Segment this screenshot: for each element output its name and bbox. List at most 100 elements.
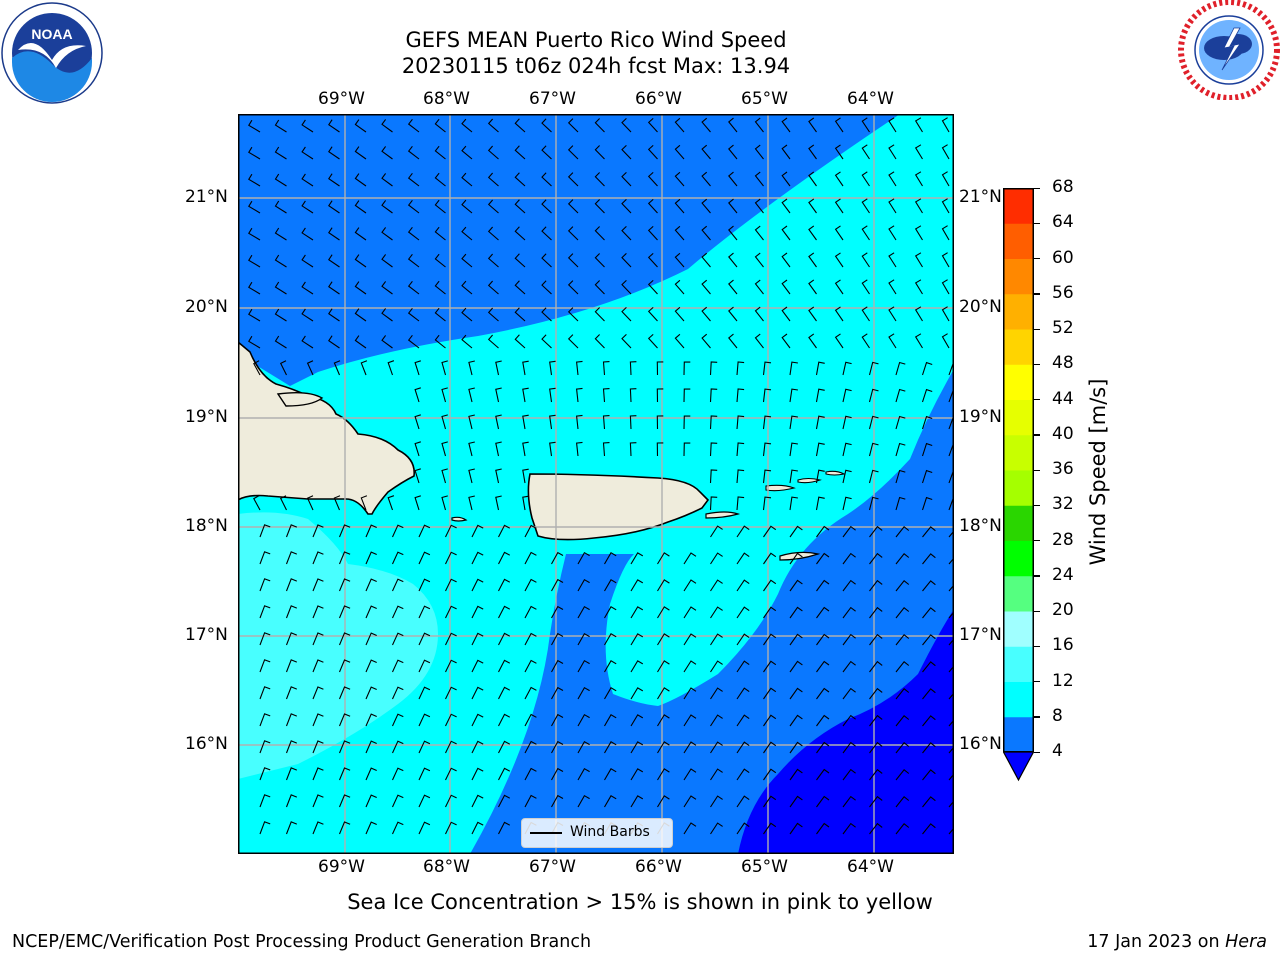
wind-barb (621, 307, 632, 322)
wind-barb (365, 767, 377, 781)
wind-barb (602, 361, 610, 376)
wind-barb (808, 144, 817, 160)
wind-barb (274, 173, 287, 187)
wind-barb (577, 740, 590, 754)
wind-barb (301, 146, 314, 160)
wind-barb (471, 740, 484, 754)
wind-barb (551, 578, 564, 592)
nws-logo (1178, 0, 1280, 100)
wind-barb (604, 741, 617, 754)
wind-barb (922, 634, 936, 646)
wind-barb (461, 226, 473, 241)
wind-barb (391, 713, 404, 727)
wind-barb (948, 719, 954, 727)
wind-barb (524, 713, 537, 727)
wind-barb (842, 795, 856, 808)
wind-barb (842, 633, 856, 646)
wind-barb (407, 226, 420, 241)
colorbar-tick-mark (1034, 681, 1040, 683)
wind-barb (522, 468, 529, 484)
wind-barb (514, 118, 526, 133)
wind-barb (895, 415, 906, 430)
wind-barb (354, 227, 367, 241)
wind-barb (789, 496, 798, 511)
wind-barb (328, 119, 340, 133)
wind-barb (762, 361, 772, 376)
wind-barb (301, 254, 314, 268)
wind-barb (657, 552, 670, 565)
wind-barb (869, 579, 883, 592)
colorbar-tick-label: 48 (1052, 353, 1074, 374)
wind-barb (921, 469, 933, 484)
wind-barb (418, 551, 431, 565)
wind-barb (441, 495, 448, 511)
wind-barb (285, 821, 298, 835)
wind-barb (274, 146, 287, 160)
wind-barb (541, 145, 552, 160)
wind-barb (736, 552, 750, 565)
wind-barb (285, 578, 298, 592)
wind-barb (541, 253, 552, 268)
footer-branch: NCEP/EMC/Verification Post Processing Pr… (12, 932, 592, 952)
colorbar-tick-label: 44 (1052, 388, 1074, 409)
wind-barb (285, 740, 298, 754)
wind-barb (461, 307, 473, 322)
wind-barb (274, 308, 287, 322)
wind-barb (541, 334, 552, 349)
colorbar-band (1003, 293, 1034, 330)
wind-barb (808, 198, 817, 214)
wind-barb (709, 361, 718, 376)
wind-barb (471, 632, 484, 646)
wind-barb (414, 468, 421, 484)
wind-barb (328, 173, 340, 187)
wind-barb (834, 144, 844, 160)
wind-barb (630, 741, 644, 754)
wind-barb (338, 686, 351, 700)
wind-barb (514, 280, 526, 295)
wind-barb (941, 279, 950, 295)
wind-barb (922, 607, 936, 619)
wind-barb (498, 605, 511, 619)
wind-barb (498, 659, 511, 673)
lat-label-left: 16°N (185, 734, 228, 754)
wind-barb (248, 335, 261, 349)
wind-barb (834, 171, 844, 187)
wind-barb (657, 606, 670, 619)
wind-barb (789, 687, 803, 700)
colorbar-tick-label: 52 (1052, 318, 1074, 338)
wind-barb (575, 387, 583, 403)
wind-barb (629, 415, 637, 430)
wind-barb (434, 253, 446, 268)
wind-barb (248, 227, 261, 241)
wind-barb (441, 387, 448, 403)
wind-barb (921, 388, 933, 403)
map-legend: Wind Barbs (521, 818, 673, 848)
wind-barb (441, 441, 448, 457)
wind-barb (407, 118, 420, 133)
wind-barb (834, 252, 844, 268)
wind-barb (301, 335, 314, 349)
wind-barb (391, 767, 404, 781)
wind-barb (816, 768, 830, 781)
wind-barb (815, 361, 825, 376)
wind-barb (914, 198, 923, 214)
wind-barb (868, 442, 879, 457)
wind-barb (914, 306, 923, 322)
wind-barb (365, 740, 377, 754)
wind-barb (842, 741, 856, 754)
lon-label-top: 67°W (529, 89, 576, 109)
wind-barb (868, 361, 879, 376)
wind-barb (754, 306, 764, 322)
wind-barb (471, 659, 484, 673)
wind-band-4-8-north (238, 114, 900, 386)
wind-barb (577, 794, 590, 808)
lat-label-left: 19°N (185, 407, 228, 427)
wind-barb (285, 551, 298, 565)
wind-barb (630, 795, 644, 808)
wind-barb (285, 713, 298, 727)
wind-barb (567, 280, 579, 295)
wind-barb (868, 415, 879, 430)
wind-barb (434, 307, 446, 322)
lon-label-top: 64°W (847, 89, 894, 109)
wind-barb (551, 740, 564, 754)
